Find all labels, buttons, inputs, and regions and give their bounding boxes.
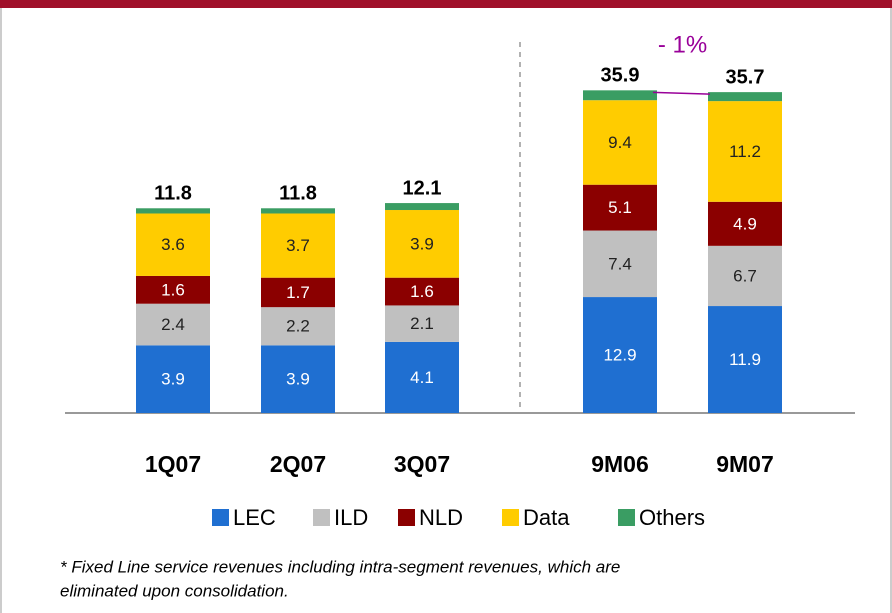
data-label: 3.7: [286, 236, 310, 255]
bar-segment: [261, 307, 335, 346]
bar-segment: [583, 297, 657, 413]
x-tick-label: 9M06: [591, 451, 649, 477]
legend-swatch: [313, 509, 330, 526]
bar-segment: [385, 341, 459, 413]
data-label: 1.6: [410, 282, 434, 301]
top-band: [0, 0, 892, 8]
legend-swatch: [618, 509, 635, 526]
legend-label: ILD: [334, 505, 368, 530]
data-label: 1.6: [161, 280, 185, 299]
x-tick-label: 3Q07: [394, 451, 450, 477]
bar-segment: [583, 230, 657, 298]
bar-segment: [708, 101, 782, 202]
bar-segment: [708, 306, 782, 413]
bar-segment: [136, 303, 210, 346]
data-label: 5.1: [608, 198, 632, 217]
data-label: 12.9: [603, 346, 636, 365]
bar-segment: [385, 203, 459, 211]
legend-label: LEC: [233, 505, 276, 530]
footnote: eliminated upon consolidation.: [60, 581, 289, 600]
total-label: 11.8: [154, 183, 192, 205]
legend-label: Data: [523, 505, 570, 530]
bar-segment: [261, 208, 335, 214]
legend-label: Others: [639, 505, 705, 530]
total-label: 11.8: [279, 183, 317, 205]
data-label: 11.9: [729, 350, 761, 369]
annotation: - 1%: [658, 31, 707, 58]
data-label: 2.4: [161, 315, 185, 334]
bar-segment: [261, 345, 335, 413]
x-tick-label: 9M07: [716, 451, 774, 477]
bar-segment: [385, 277, 459, 306]
footnote: * Fixed Line service revenues including …: [60, 557, 620, 576]
data-label: 7.4: [608, 254, 632, 273]
bar-segment: [136, 208, 210, 214]
bar-segment: [261, 213, 335, 278]
total-label: 12.1: [403, 177, 442, 199]
data-label: 6.7: [733, 266, 757, 285]
bar-segment: [385, 305, 459, 342]
legend-swatch: [398, 509, 415, 526]
x-tick-label: 1Q07: [145, 451, 201, 477]
data-label: 4.9: [733, 214, 757, 233]
data-label: 3.9: [161, 370, 185, 389]
legend-swatch: [212, 509, 229, 526]
legend-swatch: [502, 509, 519, 526]
change-connector: [652, 91, 711, 95]
legend-label: NLD: [419, 505, 463, 530]
total-label: 35.7: [726, 66, 765, 88]
data-label: 1.7: [286, 283, 310, 302]
bar-segment: [583, 184, 657, 231]
data-label: 2.2: [286, 317, 310, 336]
bar-segment: [136, 213, 210, 276]
bar-segment: [385, 210, 459, 278]
data-label: 3.6: [161, 235, 185, 254]
bar-segment: [583, 100, 657, 185]
bar-segment: [708, 245, 782, 307]
bar-segment: [708, 92, 782, 102]
bar-segment: [583, 90, 657, 101]
data-label: 9.4: [608, 133, 632, 152]
bar-segment: [136, 345, 210, 413]
data-label: 3.9: [286, 370, 310, 389]
x-tick-label: 2Q07: [270, 451, 326, 477]
data-label: 11.2: [729, 142, 761, 161]
data-label: 4.1: [410, 368, 434, 387]
bar-segment: [136, 275, 210, 304]
data-label: 3.9: [410, 234, 434, 253]
bar-segment: [261, 277, 335, 308]
total-label: 35.9: [601, 65, 640, 87]
data-label: 2.1: [410, 314, 434, 333]
bar-segment: [708, 201, 782, 246]
